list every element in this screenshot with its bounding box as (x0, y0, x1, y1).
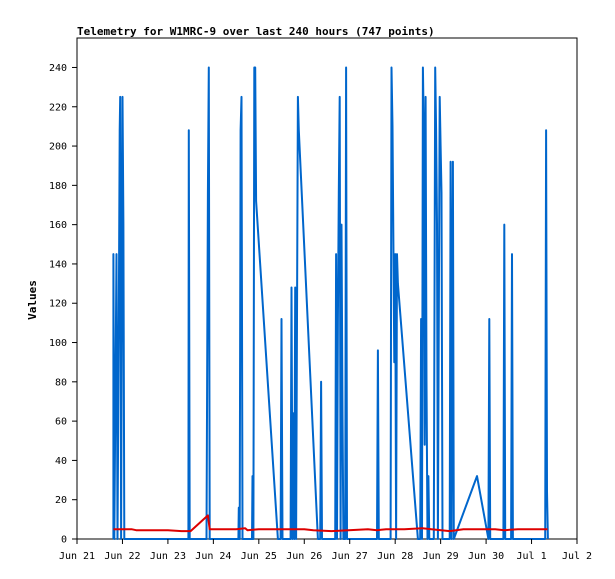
x-tick-label: Jun 21 (59, 551, 95, 562)
y-tick-label: 180 (49, 181, 67, 192)
y-tick-label: 40 (55, 456, 67, 467)
chart-title: Telemetry for W1MRC-9 over last 240 hour… (77, 25, 435, 38)
y-axis: 0 20 40 60 80 100 120 140 160 180 200 220 240 (49, 63, 77, 546)
x-tick-label: Jun 23 (150, 551, 186, 562)
y-tick-label: 220 (49, 102, 67, 113)
plot-area (76, 37, 578, 540)
x-tick-label: Jun 29 (423, 551, 459, 562)
x-tick-label: Jul 2 (562, 551, 592, 562)
x-tick-label: Jun 27 (332, 551, 368, 562)
x-tick-label: Jun 24 (195, 551, 231, 562)
series-line-2 (113, 514, 548, 533)
y-tick-label: 200 (49, 142, 67, 153)
x-tick-label: Jun 26 (286, 551, 322, 562)
y-tick-label: 240 (49, 63, 67, 74)
series-line-1 (112, 66, 549, 540)
x-tick-label: Jun 22 (104, 551, 140, 562)
y-tick-label: 120 (49, 299, 67, 310)
y-tick-label: 0 (61, 535, 67, 546)
y-tick-label: 100 (49, 338, 67, 349)
y-tick-label: 160 (49, 220, 67, 231)
x-tick-label: Jun 30 (468, 551, 504, 562)
x-tick-label: Jun 28 (377, 551, 413, 562)
y-axis-label: Values (26, 280, 39, 320)
series-layer (112, 66, 549, 540)
y-tick-label: 80 (55, 377, 67, 388)
x-axis: Jun 21 Jun 22 Jun 23 Jun 24 Jun 25 Jun 26 Jun … (59, 539, 592, 562)
y-tick-label: 140 (49, 259, 67, 270)
x-tick-label: Jul 1 (516, 551, 546, 562)
y-tick-label: 20 (55, 495, 67, 506)
y-tick-label: 60 (55, 417, 67, 428)
x-tick-label: Jun 25 (241, 551, 277, 562)
